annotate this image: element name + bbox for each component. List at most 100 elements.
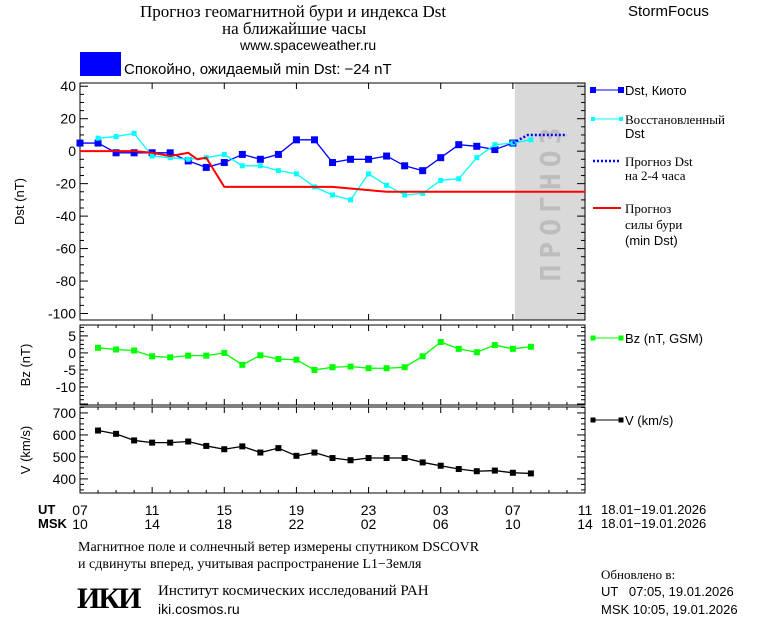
series-восстановленный-dst-point (420, 190, 426, 196)
ut-tick-label: 03 (432, 502, 449, 518)
series-v-km-s--point (347, 457, 354, 464)
y-tick-label: 40 (60, 78, 76, 94)
panel-1: 50-5-10 Bz (nT) (18, 324, 586, 406)
series-v-km-s--point (239, 443, 246, 450)
series-dst-киото-point (292, 136, 300, 144)
y-tick-label: 400 (53, 471, 77, 487)
series-bz-nt-gsm--point (149, 353, 156, 360)
legend-storm-line1: Прогноз (625, 201, 672, 216)
series-dst-киото-point (491, 146, 499, 154)
series-восстановленный-dst-point (239, 163, 245, 169)
y-tick-label: -10 (56, 379, 76, 395)
msk-label: MSK (38, 516, 67, 531)
y-tick-label: -5 (64, 362, 77, 378)
panel-0: ПРОГНОЗ 40 20 0 -20 -40 -60 -80 -100 Dst (nT) (12, 78, 586, 322)
legend-forecast-line1: Прогноз Dst (625, 154, 693, 169)
legend-bz-symbol-marker (590, 335, 596, 341)
legend-recovered-symbol-marker (591, 117, 595, 121)
series-v-km-s--point (257, 449, 264, 456)
legend-recovered-symbol-marker (619, 117, 623, 121)
msk-tick-label: 22 (288, 516, 305, 532)
series-bz-nt-gsm--point (257, 352, 264, 359)
series-dst-киото-point (473, 142, 481, 150)
series-v-km-s--point (293, 452, 300, 459)
series-dst-киото-point (347, 155, 355, 163)
series-восстановленный-dst-point (185, 156, 191, 162)
series-bz-nt-gsm--point (113, 346, 120, 353)
msk-tick-label: 10 (505, 516, 521, 532)
legend-forecast-line2: на 2-4 часа (625, 168, 686, 183)
series-bz-nt-gsm--line (97, 341, 531, 371)
legend-v: V (km/s) (625, 413, 674, 428)
series-bz-nt-gsm--point (437, 339, 444, 346)
series-v-km-s--point (401, 455, 408, 462)
updated-ut: UT 07:05, 19.01.2026 (601, 584, 734, 599)
series-восстановленный-dst-point (293, 171, 299, 177)
series-bz-nt-gsm--point (383, 365, 390, 372)
series-bz-nt-gsm--point (527, 343, 534, 350)
series-восстановленный-dst-point (474, 155, 480, 161)
series-bz-nt-gsm--point (329, 364, 336, 371)
y-tick-label: 0 (68, 345, 76, 361)
series-восстановленный-dst-point (257, 163, 263, 169)
series-восстановленный-dst-point (113, 134, 119, 140)
legend-bz-symbol-marker (618, 335, 624, 341)
series-v-km-s--point (491, 467, 498, 474)
institute-name: Институт космических исследований РАН (158, 583, 429, 599)
y-tick-label: 500 (53, 449, 77, 465)
series-восстановленный-dst-point (221, 151, 227, 157)
series-bz-nt-gsm--point (311, 366, 318, 373)
plot-frame (79, 82, 586, 321)
series-dst-киото-point (94, 139, 102, 147)
y-axis-label: Bz (nT) (18, 344, 33, 387)
series-v-km-s--point (203, 442, 210, 449)
series-bz-nt-gsm--point (221, 349, 228, 356)
series-bz-nt-gsm--point (275, 356, 282, 363)
series-bz-nt-gsm--point (509, 345, 516, 352)
series-восстановленный-dst-point (149, 153, 155, 159)
series-bz-nt-gsm--point (365, 365, 372, 372)
y-tick-label: 20 (60, 111, 76, 127)
legend-recovered-line2: Dst (625, 126, 645, 141)
series-dst-киото-point (329, 159, 336, 167)
site-link[interactable]: www.spaceweather.ru (240, 37, 377, 53)
series-bz-nt-gsm--point (473, 349, 480, 356)
series-восстановленный-dst-point (131, 130, 137, 136)
series-v-km-s--point (311, 449, 318, 456)
series-v-km-s--point (95, 427, 102, 434)
series-dst-киото-point (76, 139, 84, 147)
y-tick-label: -40 (56, 208, 76, 224)
msk-tick-label: 06 (432, 516, 449, 532)
series-bz-nt-gsm--point (401, 364, 408, 371)
ut-date-range: 18.01−19.01.2026 (601, 502, 707, 517)
plot-frame (79, 406, 586, 494)
y-axis-label: V (km/s) (18, 426, 33, 474)
series-bz-nt-gsm--point (95, 344, 102, 351)
y-tick-label: -100 (48, 306, 76, 322)
series-восстановленный-dst-point (384, 182, 390, 188)
legend-v-symbol-marker (590, 417, 596, 423)
legend-v-symbol-marker (618, 417, 624, 423)
series-восстановленный-dst-point (348, 197, 354, 203)
legend-storm-line2: силы бури (625, 217, 683, 232)
series-v-km-s--point (185, 438, 192, 445)
series-bz-nt-gsm--point (203, 352, 210, 359)
msk-tick-label: 02 (360, 516, 377, 532)
series-bz-nt-gsm--point (131, 347, 138, 354)
series-bz-nt-gsm--point (455, 345, 462, 352)
series-v-km-s--point (527, 470, 534, 477)
footer-note-line2: и сдвинуты вперед, учитывая распростране… (78, 557, 422, 572)
panel-2: 700 600 500 400 V (km/s) (18, 405, 586, 494)
institute-site-link[interactable]: iki.cosmos.ru (158, 601, 240, 617)
series-восстановленный-dst-point (438, 177, 444, 183)
ut-tick-label: 23 (360, 502, 377, 518)
status-color-indicator (80, 52, 121, 76)
y-tick-label: 600 (53, 427, 77, 443)
series-dst-киото-point (383, 152, 391, 160)
y-tick-label: 0 (68, 143, 76, 159)
msk-tick-label: 14 (144, 516, 160, 532)
series-dst-киото-point (274, 150, 282, 158)
series-bz-nt-gsm--point (293, 356, 300, 363)
series-bz-nt-gsm--point (239, 361, 246, 368)
